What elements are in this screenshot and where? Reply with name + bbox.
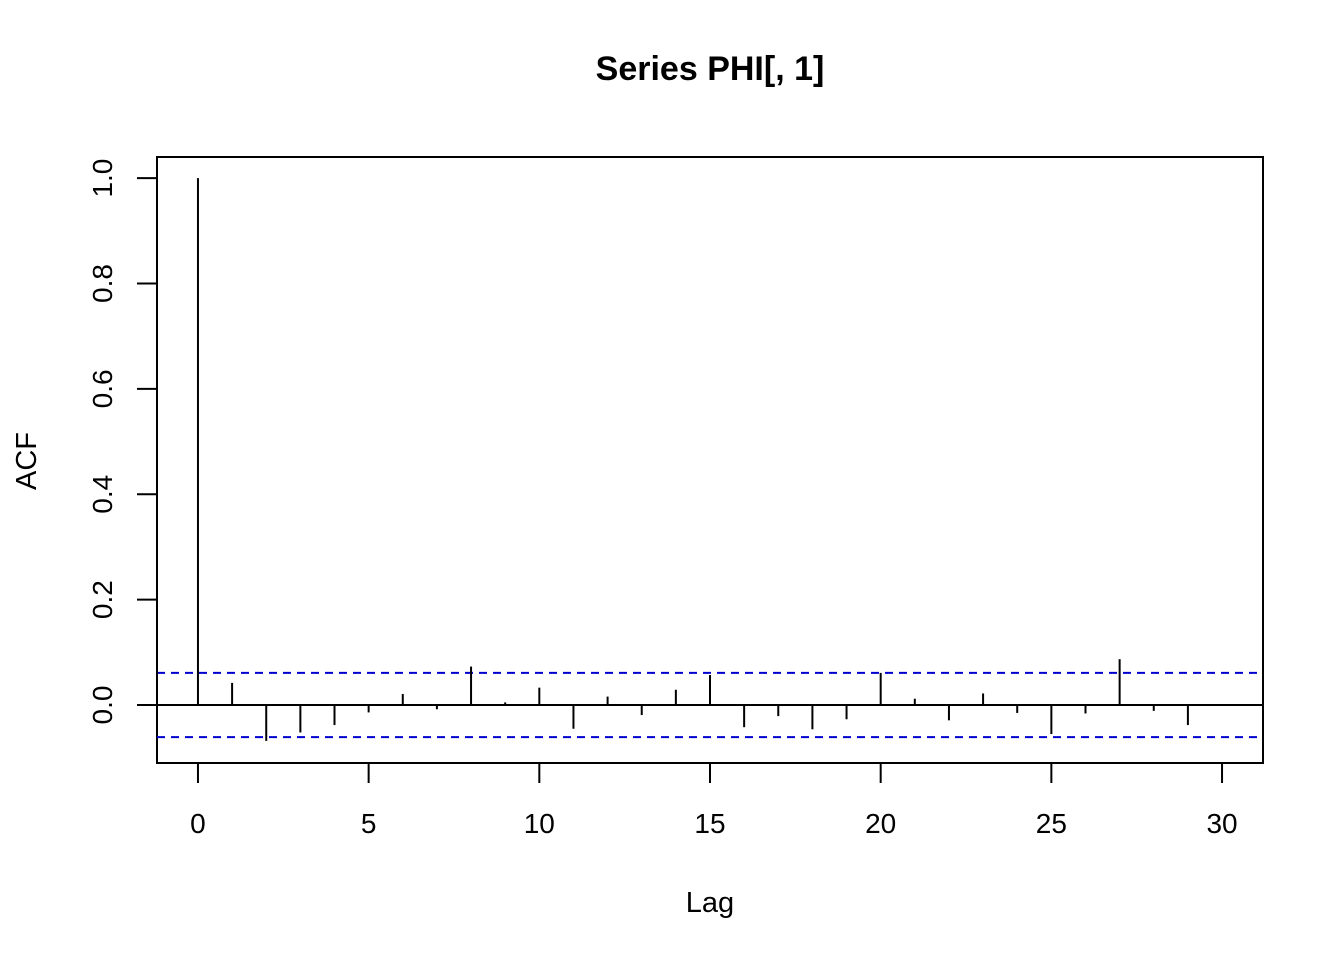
x-axis-label: Lag xyxy=(686,887,734,919)
x-tick-label-15: 15 xyxy=(694,808,725,839)
y-tick-label-2: 0.4 xyxy=(87,475,118,514)
x-axis: 0 5 10 15 20 25 30 xyxy=(190,762,1238,839)
y-tick-label-3: 0.6 xyxy=(87,369,118,408)
chart-title: Series PHI[, 1] xyxy=(596,50,825,88)
y-tick-label-1: 0.2 xyxy=(87,580,118,619)
y-tick-label-5: 1.0 xyxy=(87,159,118,198)
y-tick-label-0: 0.0 xyxy=(87,686,118,725)
x-tick-label-30: 30 xyxy=(1206,808,1237,839)
y-axis: 0.0 0.2 0.4 0.6 0.8 1.0 xyxy=(87,159,158,725)
y-axis-label: ACF xyxy=(11,432,43,490)
plot-marks xyxy=(157,178,1263,741)
y-tick-label-4: 0.8 xyxy=(87,264,118,303)
x-tick-label-10: 10 xyxy=(524,808,555,839)
x-tick-label-20: 20 xyxy=(865,808,896,839)
x-tick-label-0: 0 xyxy=(190,808,206,839)
x-tick-label-25: 25 xyxy=(1036,808,1067,839)
x-tick-label-5: 5 xyxy=(361,808,377,839)
